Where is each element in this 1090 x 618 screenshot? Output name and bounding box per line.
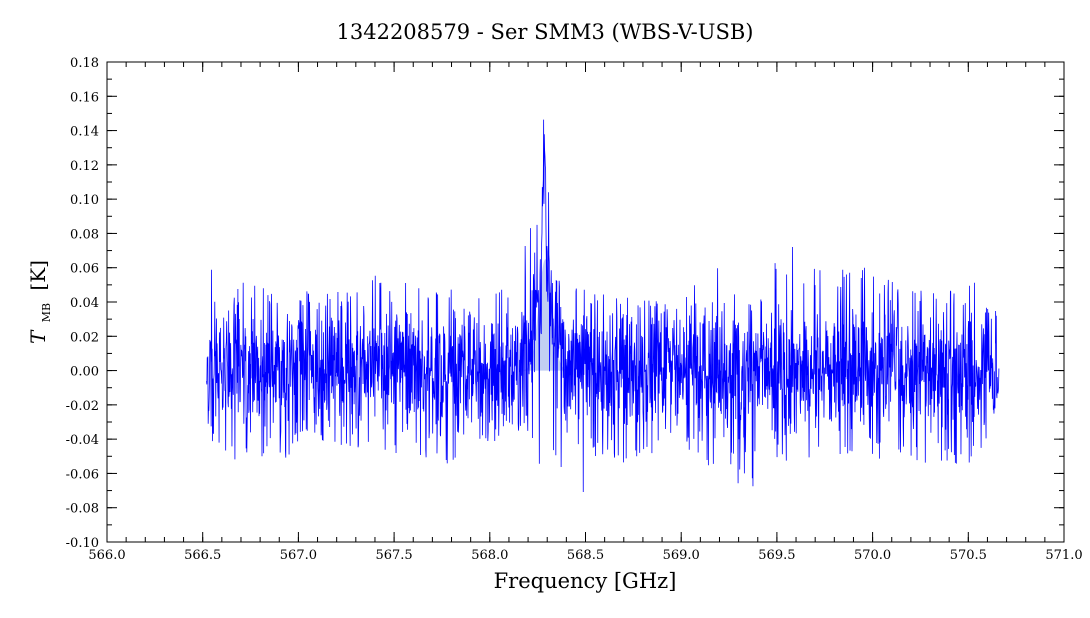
y-tick-label: -0.10: [66, 536, 99, 551]
y-tick-label: 0.02: [70, 330, 99, 345]
x-tick-label: 566.0: [88, 548, 125, 563]
x-tick-label: 567.0: [280, 548, 317, 563]
y-ticks: -0.10 -0.08 -0.06 -0.04 -0.02 0.00 0.02 0.04 0.0…: [66, 56, 1064, 551]
y-tick-label: 0.14: [70, 125, 99, 140]
y-axis-label-sub: MB: [40, 303, 53, 322]
x-tick-label: 571.0: [1045, 548, 1082, 563]
y-tick-label: 0.12: [70, 159, 99, 174]
y-tick-label: -0.06: [66, 467, 99, 482]
x-axis-label: Frequency [GHz]: [494, 569, 677, 593]
x-ticks: 566.0 566.5 567.0 567.5 568.0 568.5 569.0 569.5…: [88, 62, 1083, 563]
y-tick-label: 0.16: [70, 90, 99, 105]
plot-frame: [106, 61, 1065, 543]
y-axis-label-main: T: [26, 329, 50, 344]
y-tick-label: 0.18: [70, 56, 99, 71]
y-tick-label: -0.08: [66, 502, 99, 517]
y-axis-label: T MB [K]: [26, 260, 55, 344]
y-tick-label: 0.04: [70, 296, 99, 311]
y-tick-label: 0.00: [70, 365, 99, 380]
y-tick-label: 0.10: [70, 193, 99, 208]
x-tick-label: 567.5: [375, 548, 412, 563]
spectrum-line: [206, 119, 1000, 492]
chart-title: 1342208579 - Ser SMM3 (WBS-V-USB): [337, 20, 754, 44]
y-tick-label: -0.04: [66, 433, 99, 448]
y-axis-label-unit: [K]: [26, 260, 50, 291]
x-tick-label: 566.5: [184, 548, 221, 563]
gaussian-fit-shading: [519, 259, 572, 371]
svg-text:T MB [K]: T MB [K]: [26, 260, 55, 344]
x-tick-label: 569.5: [758, 548, 795, 563]
y-tick-label: -0.02: [66, 399, 99, 414]
y-tick-label: 0.06: [70, 262, 99, 277]
y-tick-label: 0.08: [70, 227, 99, 242]
x-tick-label: 568.0: [471, 548, 508, 563]
x-tick-label: 570.0: [854, 548, 891, 563]
x-tick-label: 570.5: [950, 548, 987, 563]
x-tick-label: 568.5: [567, 548, 604, 563]
plot-area: [206, 119, 1000, 492]
x-tick-label: 569.0: [663, 548, 700, 563]
